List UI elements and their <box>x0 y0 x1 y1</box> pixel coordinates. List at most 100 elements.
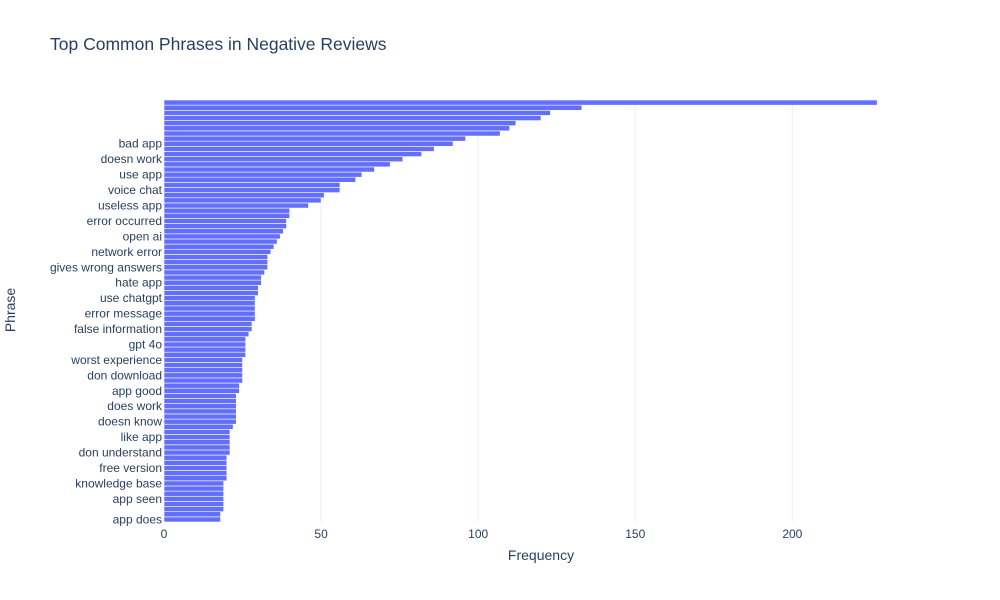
bar <box>163 202 309 209</box>
bar <box>163 377 243 384</box>
bar <box>163 290 259 296</box>
bar <box>163 501 224 507</box>
bar <box>163 444 231 451</box>
y-tick-label: free version <box>99 461 162 475</box>
bar <box>163 403 237 410</box>
y-tick-label: error message <box>85 307 163 321</box>
bar <box>163 254 268 260</box>
bar <box>163 393 237 399</box>
bar <box>163 346 246 353</box>
bar <box>163 207 290 214</box>
y-tick-label: don understand <box>79 446 162 460</box>
y-tick-label: doesn know <box>98 415 162 429</box>
bar <box>163 125 510 132</box>
bar <box>163 362 243 368</box>
bar <box>163 418 237 425</box>
bar <box>163 454 228 461</box>
bar <box>163 475 228 482</box>
y-tick-label: bad app <box>119 137 163 151</box>
x-tick-label: 200 <box>782 527 802 541</box>
bar <box>163 331 250 338</box>
bar <box>163 485 224 492</box>
bar <box>163 156 404 163</box>
bar <box>163 140 454 147</box>
bar <box>163 351 246 358</box>
y-tick-label: use chatgpt <box>100 291 163 305</box>
bar <box>163 357 243 363</box>
bar <box>163 315 256 322</box>
y-tick-label: app good <box>112 384 162 398</box>
bar <box>163 465 228 471</box>
bars <box>163 99 878 523</box>
bar <box>163 449 231 456</box>
y-tick-label: app does <box>113 512 162 526</box>
bar <box>163 182 341 188</box>
bar <box>163 336 246 343</box>
y-tick-label: voice chat <box>108 183 163 197</box>
bar <box>163 274 262 281</box>
bar <box>163 434 231 440</box>
y-tick-label: worst experience <box>70 353 162 367</box>
grid-lines <box>320 100 793 522</box>
bar <box>163 104 583 111</box>
bar <box>163 151 422 157</box>
bar <box>163 387 240 394</box>
bar <box>163 310 256 317</box>
bar <box>163 109 551 116</box>
bar <box>163 228 284 235</box>
bar <box>163 120 517 127</box>
bar <box>163 161 391 168</box>
bar <box>163 490 224 497</box>
bar <box>163 146 435 152</box>
bar <box>163 130 501 137</box>
bar <box>163 326 253 332</box>
x-tick-label: 50 <box>314 527 328 541</box>
y-tick-label: useless app <box>98 199 162 213</box>
y-tick-label: like app <box>121 430 163 444</box>
y-tick-label: gives wrong answers <box>50 260 162 274</box>
bar <box>163 305 256 312</box>
bar <box>163 300 256 307</box>
bar <box>163 506 224 513</box>
bar <box>163 459 228 466</box>
bar <box>163 295 256 302</box>
bar <box>163 243 275 250</box>
y-tick-label: open ai <box>123 229 162 243</box>
bar <box>163 115 542 121</box>
bar <box>163 480 224 487</box>
y-tick-label: gpt 4o <box>129 337 163 351</box>
bar <box>163 176 356 183</box>
bar <box>163 192 325 199</box>
x-tick-label: 100 <box>468 527 488 541</box>
bar <box>163 166 375 173</box>
bar <box>163 511 221 518</box>
y-tick-label: doesn work <box>101 152 163 166</box>
x-tick-label: 150 <box>625 527 645 541</box>
bar <box>163 408 237 415</box>
bar <box>163 264 268 271</box>
bar <box>163 495 224 502</box>
bar <box>163 238 278 245</box>
bar <box>163 197 322 204</box>
bar <box>163 382 240 389</box>
x-tick-label: 0 <box>161 527 168 541</box>
bar <box>163 135 466 142</box>
bar <box>163 233 281 240</box>
bar <box>163 367 243 374</box>
bar <box>163 269 265 276</box>
bar <box>163 218 287 224</box>
bar <box>163 413 237 420</box>
y-tick-label: knowledge base <box>75 476 162 490</box>
bar <box>163 248 272 255</box>
y-tick-label: does work <box>107 399 163 413</box>
y-tick-label: network error <box>91 245 162 259</box>
y-tick-label: app seen <box>113 492 162 506</box>
bar <box>163 171 363 178</box>
bar <box>163 99 878 106</box>
y-tick-label: false information <box>74 322 162 336</box>
bar <box>163 398 237 404</box>
bar <box>163 223 287 229</box>
y-tick-label: error occurred <box>87 214 162 228</box>
